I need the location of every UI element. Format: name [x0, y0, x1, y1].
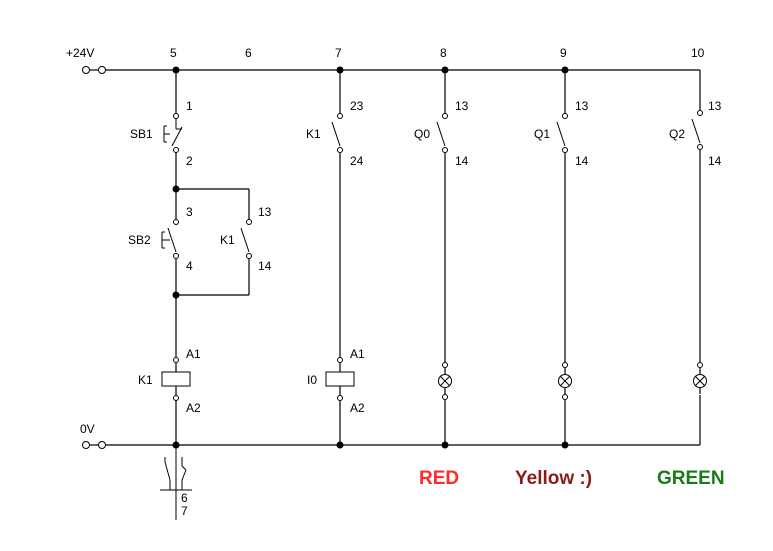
- coil-symbol: [325, 371, 355, 387]
- terminal-label: A2: [186, 401, 201, 415]
- terminal-label: 24: [350, 154, 364, 168]
- cross-reference-label: 6: [181, 491, 188, 505]
- terminal-label: 14: [575, 154, 589, 168]
- column-number: 5: [170, 46, 177, 60]
- column-number: 6: [245, 46, 252, 60]
- terminal-label: 3: [186, 205, 193, 219]
- lamp-branch-q1: [556, 70, 572, 445]
- terminal-label: A2: [350, 401, 365, 415]
- positive-rail-label: +24V: [66, 46, 94, 60]
- terminal-label: A1: [350, 347, 365, 361]
- terminal-label: 13: [708, 99, 722, 113]
- terminal-label: 14: [258, 259, 272, 273]
- terminal-label: 4: [186, 259, 193, 273]
- component-label: Q1: [534, 127, 550, 141]
- component-label: K1: [306, 127, 321, 141]
- component-label: K1: [220, 233, 235, 247]
- pushbutton-actuator-icon: [163, 125, 170, 143]
- caption-green: GREEN: [657, 468, 725, 489]
- component-label: SB1: [130, 127, 153, 141]
- terminal-label: 14: [455, 154, 469, 168]
- branch-1: [160, 70, 252, 520]
- component-label: Q2: [669, 127, 685, 141]
- component-label: K1: [138, 373, 153, 387]
- column-number: 9: [560, 46, 567, 60]
- branch-2: [325, 70, 355, 445]
- terminal-label: 2: [186, 154, 193, 168]
- terminal-label: 13: [258, 205, 272, 219]
- lamp-icon: [558, 374, 572, 388]
- terminal-label: 23: [350, 99, 364, 113]
- lamp-branch-q0: [436, 70, 452, 445]
- negative-rail: [82, 395, 701, 449]
- column-number: 7: [335, 46, 342, 60]
- cross-reference-label: 7: [181, 504, 188, 518]
- lamp-branch-q2: [691, 110, 707, 394]
- component-label: I0: [307, 373, 317, 387]
- negative-rail-label: 0V: [80, 422, 95, 436]
- component-label: Q0: [414, 127, 430, 141]
- coil-symbol: [161, 371, 191, 387]
- lamp-icon: [438, 374, 452, 388]
- column-number: 10: [691, 46, 705, 60]
- lamp-icon: [693, 374, 707, 388]
- terminal-label: 13: [455, 99, 469, 113]
- terminal-label: A1: [186, 347, 201, 361]
- component-label: SB2: [128, 233, 151, 247]
- positive-rail: [82, 66, 701, 110]
- pushbutton-actuator-icon: [161, 231, 170, 249]
- terminal-label: 14: [708, 154, 722, 168]
- terminal-label: 1: [186, 99, 193, 113]
- caption-red: RED: [419, 468, 459, 489]
- caption-yellow: Yellow :): [515, 468, 592, 489]
- terminal-label: 13: [575, 99, 589, 113]
- column-number: 8: [440, 46, 447, 60]
